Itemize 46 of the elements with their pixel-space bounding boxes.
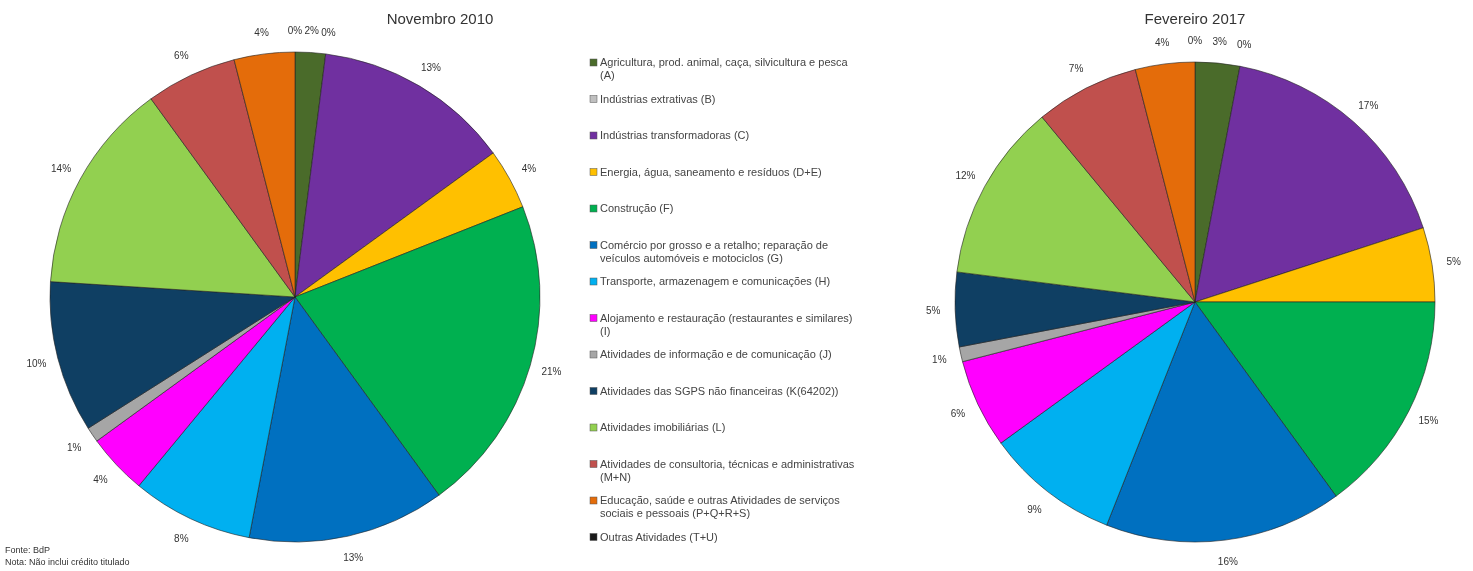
data-label: 13% — [420, 61, 442, 73]
legend-label: Outras Atividades (T+U) — [600, 530, 718, 543]
data-label: 4% — [93, 474, 108, 486]
data-label: 12% — [955, 170, 976, 182]
legend-label: Educação, saúde e outras Atividades de serviços sociais e pessoais (P+Q+R+S) — [600, 494, 841, 519]
text: 0% — [321, 26, 336, 38]
source-note: Fonte: BdP — [5, 545, 51, 555]
data-label: 21% — [541, 365, 562, 377]
legend-label: Atividades de informação e de comunicação (J) — [600, 348, 832, 360]
data-label: 4% — [521, 162, 537, 174]
text: 0% — [1236, 39, 1252, 51]
text: Nota: Não inclui crédito titulado — [5, 557, 130, 567]
data-label: 9% — [1027, 503, 1042, 515]
data-label: 3% — [1212, 35, 1227, 47]
data-label: 6% — [950, 408, 966, 420]
chart-title: Fevereiro 2017 — [1144, 10, 1246, 27]
data-label: 8% — [174, 533, 189, 545]
legend-label: Atividades imobiliárias (L) — [600, 421, 726, 433]
legend-label: Indústrias extrativas (B) — [600, 92, 716, 105]
text: 0% — [1187, 34, 1203, 46]
data-label: 16% — [1217, 556, 1238, 568]
legend-label: Transporte, armazenagem e comunicações (H) — [600, 275, 831, 287]
data-label: 4% — [1154, 36, 1170, 48]
data-label: 1% — [66, 441, 82, 453]
data-label: 7% — [1068, 63, 1084, 75]
data-label: 4% — [254, 26, 269, 38]
legend-label: Atividades de consultoria, técnicas e administrativas (M+N) — [600, 457, 855, 483]
data-label: 6% — [174, 49, 189, 61]
legend-label: Comércio por grosso e a retalho; reparação de veículos automóveis e motociclos (G) — [600, 238, 829, 264]
data-label: 10% — [26, 357, 47, 369]
data-label: 17% — [1358, 99, 1379, 111]
data-label: 13% — [343, 552, 364, 564]
legend-label: Atividades das SGPS não financeiras (K(64202)) — [600, 384, 839, 397]
text: 0% — [287, 24, 303, 36]
legend-label: Indústrias transformadoras (C) — [600, 129, 750, 141]
data-label: 14% — [51, 162, 72, 174]
legend-label: Energia, água, saneamento e resíduos (D+E) — [600, 165, 822, 178]
data-label: 5% — [925, 304, 941, 316]
legend-label: Agricultura, prod. animal, caça, silvicultura e pesca (A) — [600, 56, 849, 81]
data-label: 1% — [932, 353, 947, 365]
data-label: 5% — [1446, 255, 1462, 267]
data-label: 15% — [1418, 415, 1439, 427]
chart-title: Novembro 2010 — [386, 10, 494, 27]
legend-label: Construção (F) — [600, 202, 674, 214]
legend-label: Alojamento e restauração (restaurantes e similares) (I) — [600, 311, 853, 337]
data-label: 2% — [304, 25, 320, 37]
